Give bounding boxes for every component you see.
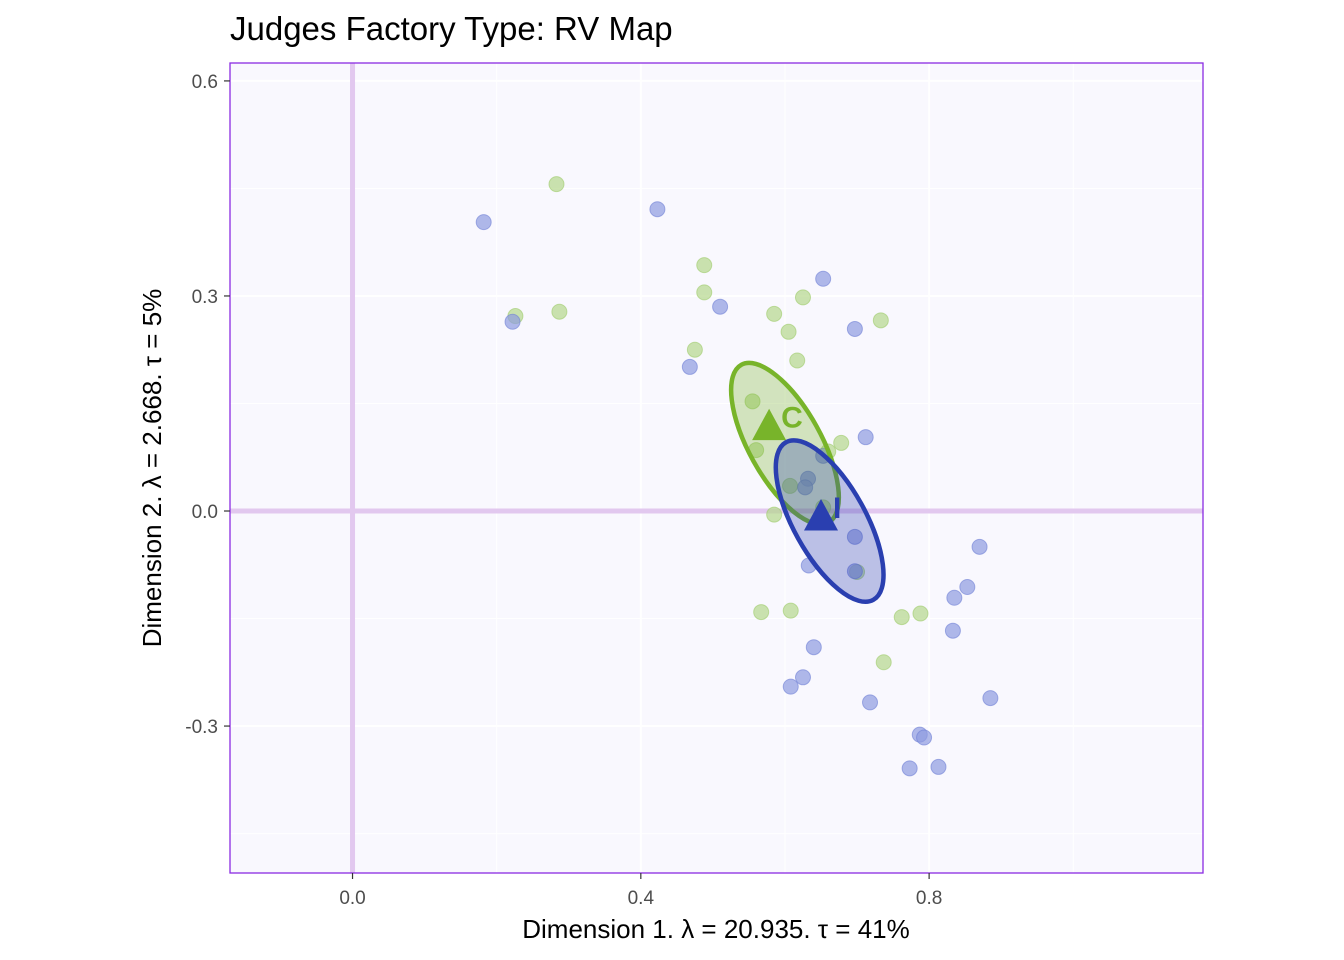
data-point-C xyxy=(548,176,565,193)
data-point-C xyxy=(780,323,797,340)
y-axis-label: Dimension 2. λ = 2.668. τ = 5% xyxy=(137,289,167,648)
data-point-C xyxy=(789,352,806,369)
data-point-I xyxy=(982,690,999,707)
data-point-C xyxy=(872,312,889,329)
data-point-I xyxy=(971,538,988,555)
x-axis-label: Dimension 1. λ = 20.935. τ = 41% xyxy=(522,914,910,944)
y-tick-label: 0.3 xyxy=(192,287,218,308)
data-point-C xyxy=(912,605,929,622)
x-tick-label: 0.8 xyxy=(916,888,942,909)
data-point-C xyxy=(551,303,568,320)
data-point-C xyxy=(753,604,770,621)
data-point-I xyxy=(681,358,698,375)
group-mean-marker-I xyxy=(804,499,839,531)
data-point-C xyxy=(696,257,713,274)
data-point-I xyxy=(649,201,666,218)
group-mean-label-C: C xyxy=(781,402,803,435)
data-point-I xyxy=(857,429,874,446)
data-point-C xyxy=(744,393,761,410)
y-tick-label: 0.0 xyxy=(192,502,218,523)
data-points xyxy=(475,176,999,777)
data-point-I xyxy=(475,214,492,231)
data-point-I xyxy=(901,760,918,777)
data-point-I xyxy=(797,479,814,496)
data-point-I xyxy=(944,622,961,639)
plot-panel-background xyxy=(230,63,1203,873)
data-point-I xyxy=(794,669,811,686)
data-point-C xyxy=(893,609,910,626)
plot-panel-border xyxy=(229,62,1204,874)
data-point-C xyxy=(766,305,783,322)
axis-ticks: 0.0 0.4 0.8 0.6 0.3 0.0 -0.3 xyxy=(185,72,942,909)
data-point-C xyxy=(782,602,799,619)
data-point-I xyxy=(916,729,933,746)
x-tick-label: 0.0 xyxy=(339,888,365,909)
y-tick-label: -0.3 xyxy=(185,717,218,738)
group-mean-marker-C xyxy=(752,408,787,441)
data-point-C xyxy=(686,341,703,358)
data-point-I xyxy=(846,563,863,580)
data-point-I xyxy=(712,298,729,315)
x-tick-label: 0.4 xyxy=(628,888,655,909)
data-point-I xyxy=(846,528,863,545)
data-point-C xyxy=(833,434,850,451)
data-point-C xyxy=(696,284,713,301)
data-point-I xyxy=(846,320,863,337)
data-point-I xyxy=(862,694,879,711)
data-point-I xyxy=(946,589,963,606)
chart-title: Judges Factory Type: RV Map xyxy=(230,10,673,47)
data-point-I xyxy=(930,758,947,775)
group-means: CI xyxy=(752,402,841,531)
data-point-I xyxy=(805,639,822,656)
y-tick-label: 0.6 xyxy=(192,72,218,93)
data-point-I xyxy=(959,578,976,595)
data-point-I xyxy=(504,313,521,330)
data-point-C xyxy=(875,654,892,671)
data-point-C xyxy=(766,506,783,523)
group-mean-label-I: I xyxy=(833,492,841,525)
data-point-C xyxy=(794,289,811,306)
data-point-I xyxy=(782,678,799,695)
data-point-I xyxy=(815,270,832,287)
origin-lines xyxy=(230,63,1203,873)
